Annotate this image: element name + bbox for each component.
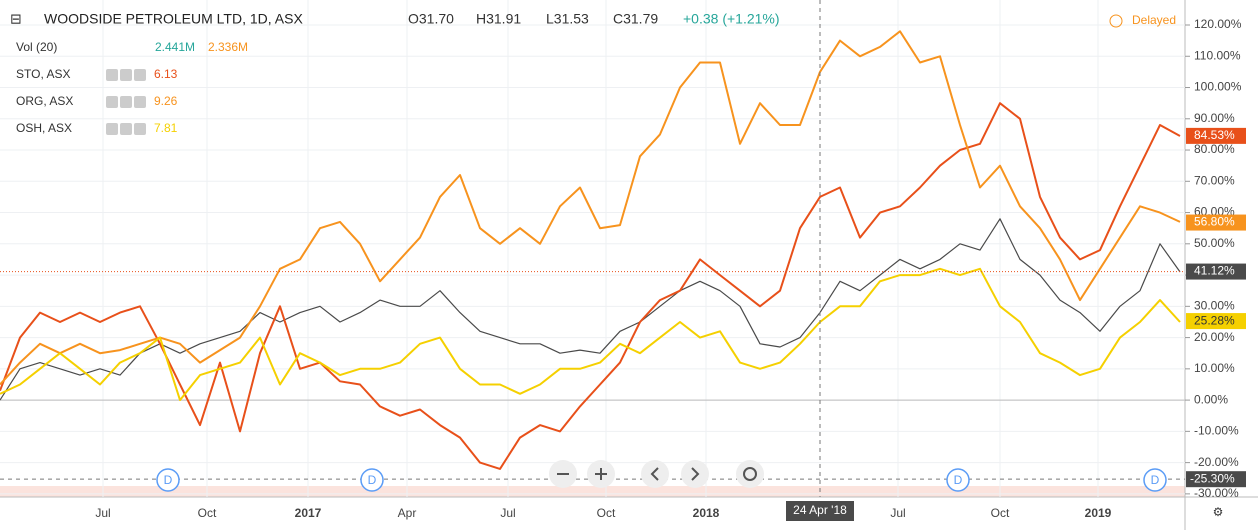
x-tick-label: 2019 [1085, 506, 1112, 520]
x-tick-label: 2018 [693, 506, 720, 520]
x-tick-label: Jul [500, 506, 515, 520]
y-tick-label: 120.00% [1194, 17, 1242, 31]
series-line [0, 30, 1181, 386]
reset-icon [743, 467, 757, 481]
series-line [0, 218, 1181, 401]
high: H31.91 [476, 11, 521, 27]
last-value-label: 25.28% [1194, 313, 1235, 327]
legend-button[interactable] [106, 69, 118, 81]
last-value-label: 41.12% [1194, 264, 1235, 278]
legend: STO, ASX 6.13 ORG, ASX 9.26 OSH, ASX 7.81 [16, 67, 178, 135]
volume-value: 2.441M [155, 40, 195, 54]
y-tick-label: 10.00% [1194, 361, 1235, 375]
nav-controls: ⚙ [549, 460, 1223, 519]
y-tick-label: 70.00% [1194, 173, 1235, 187]
last-value-badge [1186, 214, 1246, 231]
x-tick-label: Jul [890, 506, 905, 520]
close: C31.79 [613, 11, 658, 27]
x-tick-label: Oct [597, 506, 616, 520]
legend-button[interactable] [120, 96, 132, 108]
overlay: 41.12% 84.53% 56.80% 25.28% 24 Apr '18 -25.30… [0, 0, 1246, 521]
legend-button[interactable] [134, 69, 146, 81]
delayed-label: Delayed [1132, 13, 1176, 27]
scroll-left[interactable] [641, 460, 669, 488]
x-tick-label: Oct [991, 506, 1010, 520]
last-value-label: 84.53% [1194, 128, 1235, 142]
y-tick-label: 80.00% [1194, 142, 1235, 156]
event-marker[interactable] [360, 468, 384, 492]
crosshair-x-label: 24 Apr '18 [793, 503, 847, 517]
chart-title: WOODSIDE PETROLEUM LTD, 1D, ASX [44, 11, 303, 27]
x-tick-label: Jul [95, 506, 110, 520]
event-marker[interactable] [946, 468, 970, 492]
y-tick-label: 0.00% [1194, 392, 1228, 406]
reset[interactable] [736, 460, 764, 488]
last-value-badge [1186, 127, 1246, 144]
y-tick-label: 30.00% [1194, 298, 1235, 312]
open: O31.70 [408, 11, 454, 27]
legend-price: 9.26 [154, 94, 178, 108]
legend-button[interactable] [134, 96, 146, 108]
x-tick-label: Oct [198, 506, 217, 520]
last-value-label: 56.80% [1194, 215, 1235, 229]
legend-button[interactable] [106, 96, 118, 108]
legend-button[interactable] [134, 123, 146, 135]
y-tick-label: -20.00% [1194, 455, 1239, 469]
last-value-badge [1186, 263, 1246, 280]
legend-button[interactable] [120, 123, 132, 135]
collapse-icon[interactable]: ⊟ [10, 11, 22, 27]
legend-price: 6.13 [154, 67, 178, 81]
y-tick-label: -30.00% [1194, 486, 1239, 500]
volume-band [0, 486, 1185, 497]
y-tick-label: 50.00% [1194, 236, 1235, 250]
zoom-in-icon [595, 468, 607, 480]
series-line [0, 102, 1181, 470]
legend-button[interactable] [106, 123, 118, 135]
last-value-badge [1186, 313, 1246, 330]
scroll-right[interactable] [681, 460, 709, 488]
delayed-icon [1109, 14, 1123, 28]
scroll-right-icon [691, 467, 700, 481]
crosshair-x-badge [786, 501, 854, 521]
legend-name: STO, ASX [16, 67, 70, 81]
series-line [0, 267, 1181, 402]
volume-name: Vol (20) [16, 40, 57, 54]
x-tick-label: Apr [398, 506, 417, 520]
scroll-left-icon [650, 467, 659, 481]
crosshair-y-label: -25.30% [1190, 471, 1235, 485]
y-tick-label: 90.00% [1194, 111, 1235, 125]
event-marker[interactable] [1143, 468, 1167, 492]
y-tick-label: 110.00% [1194, 48, 1241, 62]
event-marker-label: D [164, 473, 173, 487]
event-marker[interactable] [156, 468, 180, 492]
grid: -30.00% -20.00% -10.00% 0.00% 10.00% 20.00% 30… [0, 0, 1242, 520]
series-lines [0, 30, 1181, 470]
legend-price: 7.81 [154, 121, 178, 135]
settings-icon[interactable]: ⚙ [1213, 505, 1224, 519]
crosshair-y-badge [1186, 471, 1246, 488]
x-tick-label: 2017 [295, 506, 322, 520]
volume-average: 2.336M [208, 40, 248, 54]
legend-name: OSH, ASX [16, 121, 72, 135]
y-tick-label: -10.00% [1194, 424, 1239, 438]
change: +0.38 (+1.21%) [683, 11, 780, 27]
header: ⊟ WOODSIDE PETROLEUM LTD, 1D, ASX O31.70… [10, 11, 1176, 54]
legend-button[interactable] [120, 69, 132, 81]
y-tick-label: 20.00% [1194, 330, 1235, 344]
legend-name: ORG, ASX [16, 94, 73, 108]
event-marker-label: D [954, 473, 963, 487]
y-tick-label: 100.00% [1194, 80, 1242, 94]
event-marker-label: D [1151, 473, 1160, 487]
event-marker-label: D [368, 473, 377, 487]
low: L31.53 [546, 11, 589, 27]
